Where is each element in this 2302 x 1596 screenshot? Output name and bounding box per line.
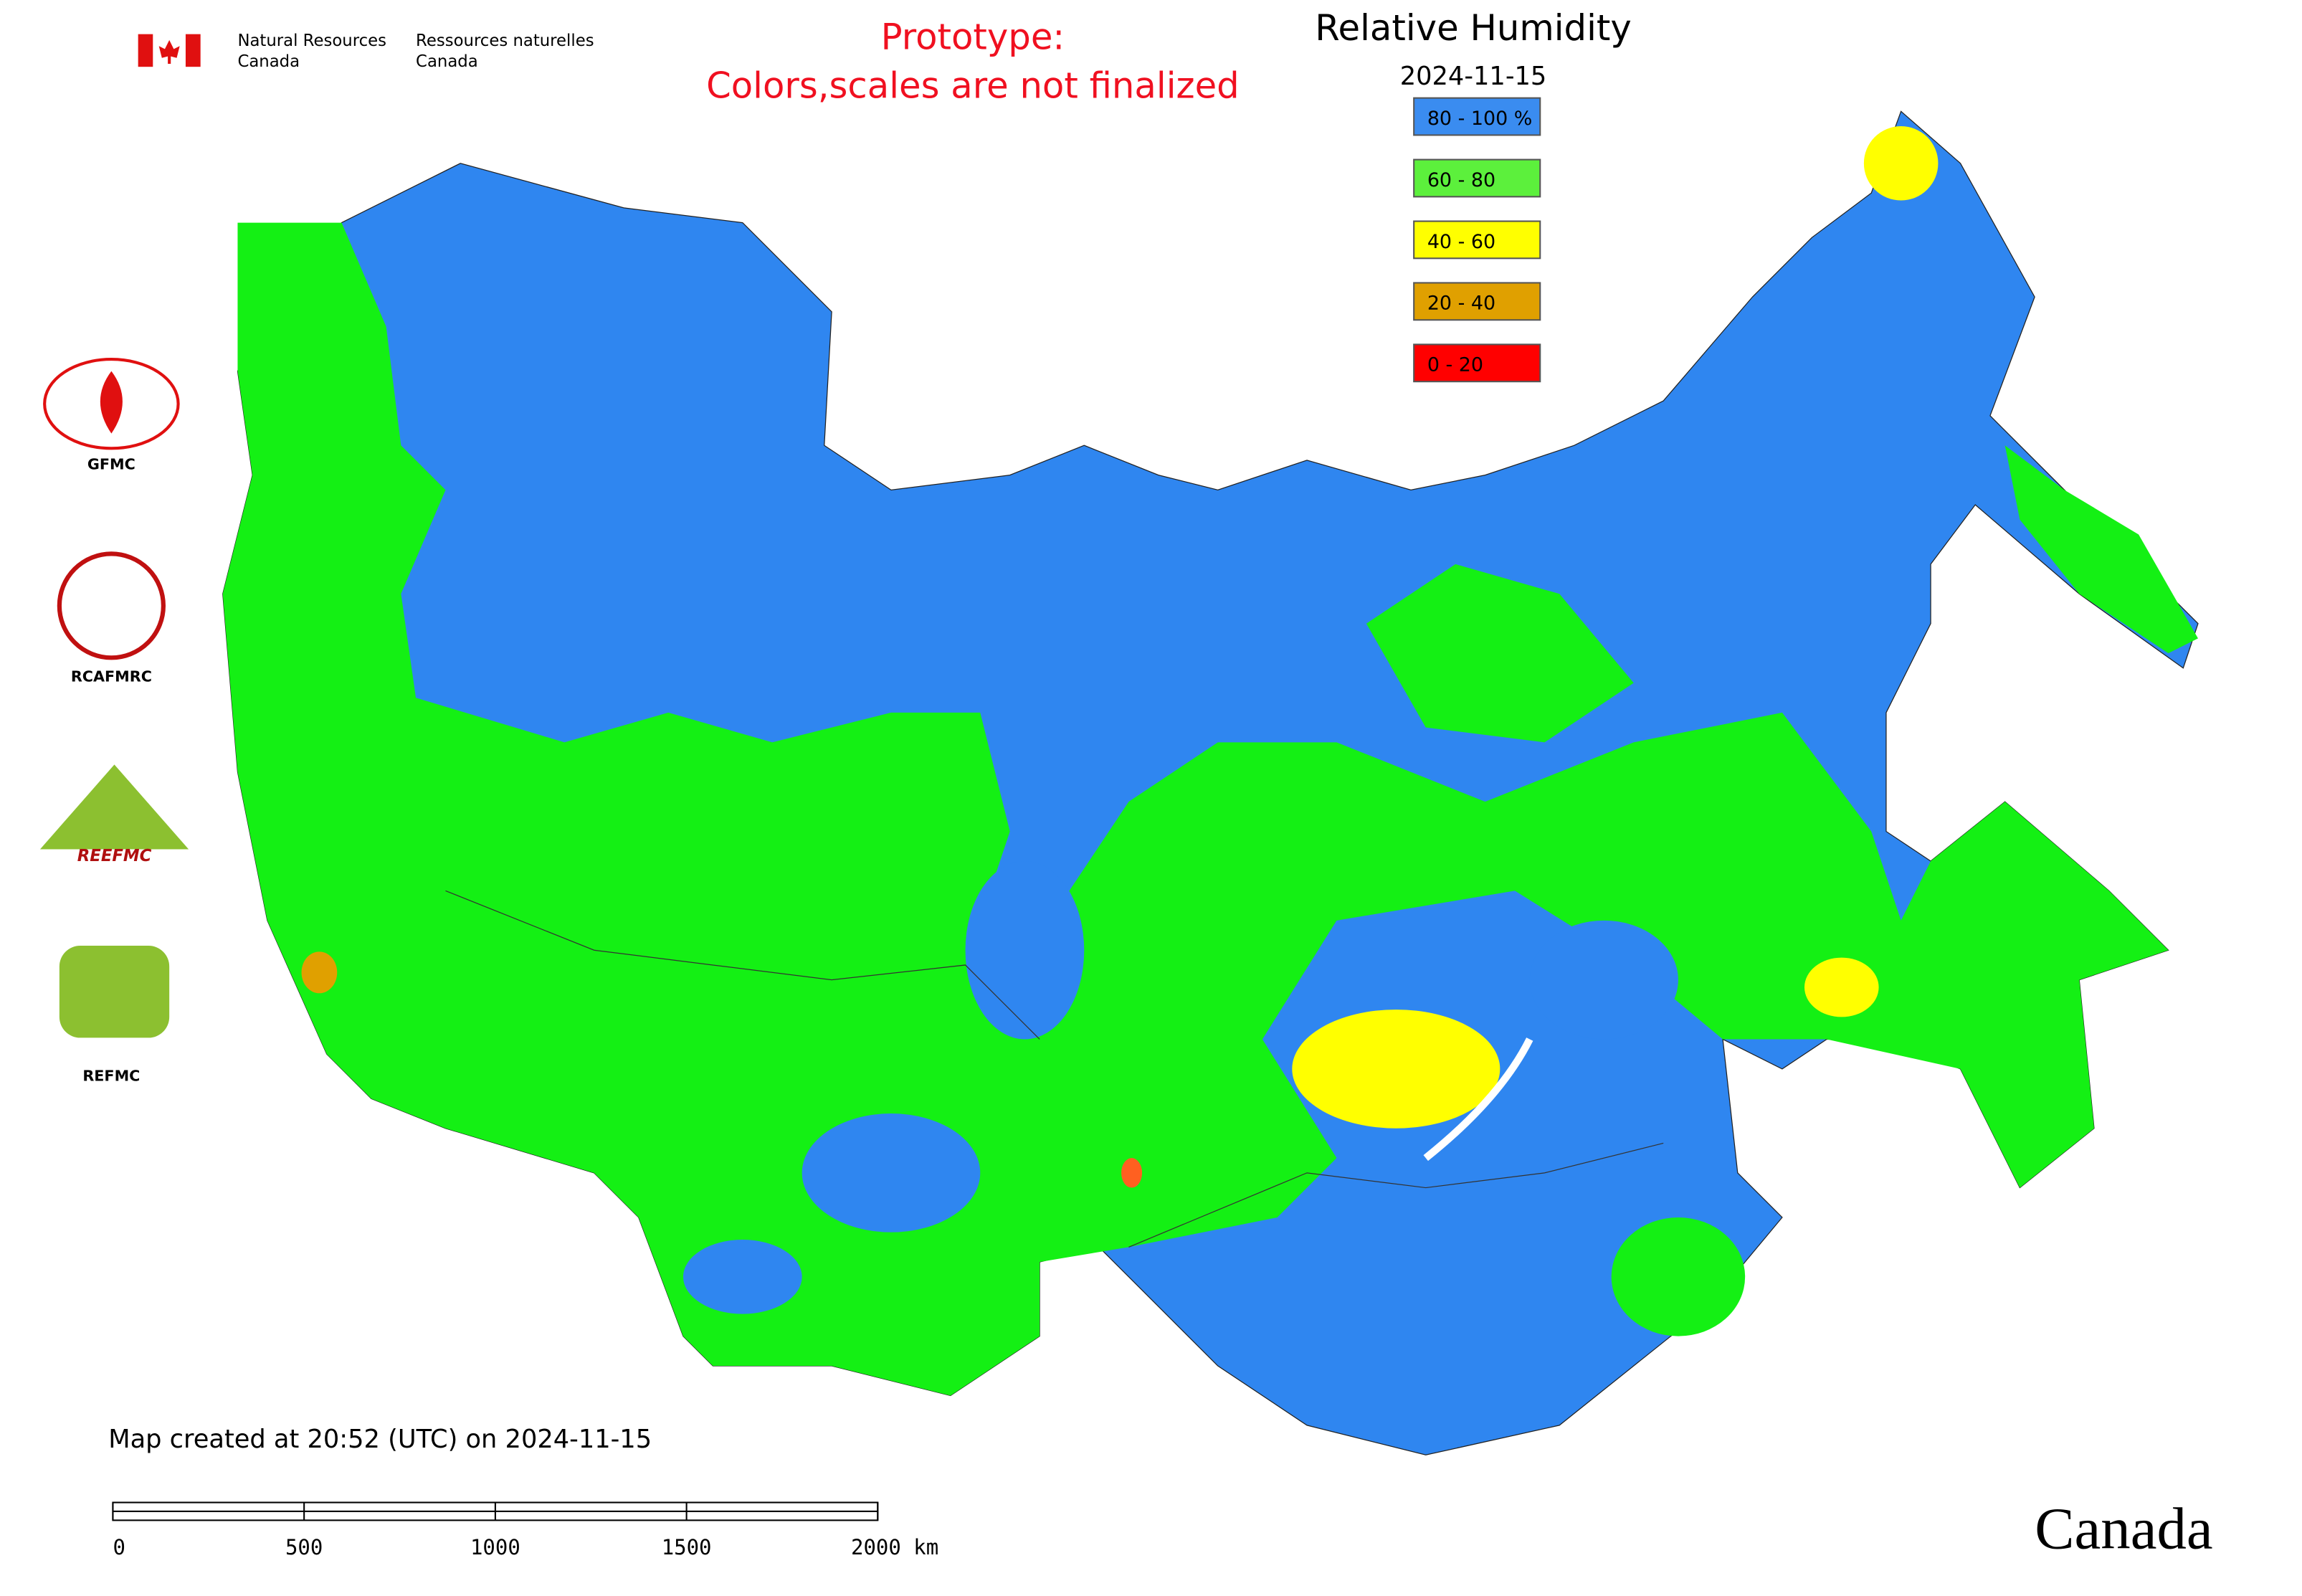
rcafmrc-logo: [57, 551, 166, 660]
legend-label: 20 - 40: [1427, 293, 1495, 315]
scale-bar: 0 500 1000 1500 2000 km: [112, 1501, 938, 1559]
scale-label: 500: [285, 1535, 323, 1559]
land-moderate: [1611, 1217, 1746, 1336]
legend-label: 40 - 60: [1427, 231, 1495, 253]
legend-date: 2024-11-15: [1400, 62, 1547, 91]
land-dry: [1863, 126, 1939, 201]
legend-swatch: [1413, 343, 1541, 383]
scale-label: 0: [113, 1535, 125, 1559]
land-humid: [802, 1113, 981, 1232]
map-area: [222, 110, 2199, 1455]
legend-swatch: [1413, 97, 1541, 136]
legend-title: Relative Humidity: [1315, 7, 1632, 49]
created-note: Map created at 20:52 (UTC) on 2024-11-15: [108, 1425, 652, 1454]
land-humid: [682, 1240, 802, 1314]
land-humid: [965, 861, 1085, 1040]
canada-wordmark: Canada: [2035, 1496, 2212, 1562]
notice: Colors,scales are not finalized: [706, 65, 1240, 107]
gfmc-flame: [100, 371, 123, 434]
land-dry: [1292, 1010, 1500, 1129]
flag-bar: [138, 34, 153, 67]
land-dry: [1804, 957, 1879, 1017]
reefmc-logo: [39, 764, 189, 850]
logos: GFMC RCAFMRC REEFMC REFMC: [39, 358, 189, 1084]
legend: 80 - 100 % 60 - 80 40 - 60 20 - 40 0 - 20: [1413, 97, 1541, 383]
agency-en: Canada: [237, 52, 300, 71]
logo-label: RCAFMRC: [71, 668, 152, 685]
border: [1128, 1142, 1664, 1248]
legend-label: 80 - 100 %: [1427, 108, 1533, 130]
agency-en: Natural Resources: [237, 32, 386, 50]
legend-swatch: [1413, 158, 1541, 198]
border: [445, 890, 1040, 1040]
maple-leaf: [158, 39, 180, 65]
logo-label: REEFMC: [77, 847, 152, 865]
agency-fr: Canada: [416, 52, 478, 71]
land-dry: [1121, 1158, 1143, 1188]
lake-baikal: [1423, 1037, 1533, 1162]
legend-label: 60 - 80: [1427, 169, 1495, 191]
flag-bar: [185, 34, 201, 67]
agency-fr: Ressources naturelles: [416, 32, 594, 50]
scale-label: 1500: [662, 1535, 712, 1559]
logo-label: REFMC: [82, 1067, 140, 1084]
land-dry: [301, 951, 338, 994]
land-moderate: [222, 222, 2169, 1396]
logo-label: GFMC: [87, 455, 135, 472]
land-humid: [1529, 920, 1678, 1040]
notice: Prototype:: [881, 16, 1065, 57]
header: Natural Resources Canada Ressources natu…: [138, 32, 594, 71]
legend-swatch: [1413, 220, 1541, 260]
legend-swatch: [1413, 282, 1541, 321]
refmc-logo: [59, 946, 170, 1038]
legend-label: 0 - 20: [1427, 354, 1483, 376]
land-moderate: [2004, 445, 2198, 654]
land-moderate: [1366, 564, 1634, 743]
scale-label: 2000 km: [851, 1535, 938, 1559]
scale-label: 1000: [470, 1535, 520, 1559]
